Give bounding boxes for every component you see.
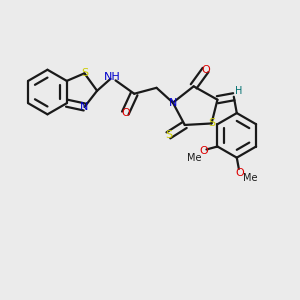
- Text: O: O: [200, 146, 208, 156]
- Text: O: O: [121, 108, 130, 118]
- Text: S: S: [81, 68, 88, 78]
- Text: N: N: [169, 98, 177, 108]
- Text: Me: Me: [243, 173, 257, 184]
- Text: S: S: [165, 130, 172, 140]
- Text: N: N: [80, 102, 88, 112]
- Text: O: O: [201, 65, 210, 75]
- Text: Me: Me: [187, 153, 202, 164]
- Text: S: S: [208, 118, 215, 128]
- Text: H: H: [236, 86, 243, 96]
- Text: O: O: [236, 167, 244, 178]
- Text: NH: NH: [103, 72, 120, 82]
